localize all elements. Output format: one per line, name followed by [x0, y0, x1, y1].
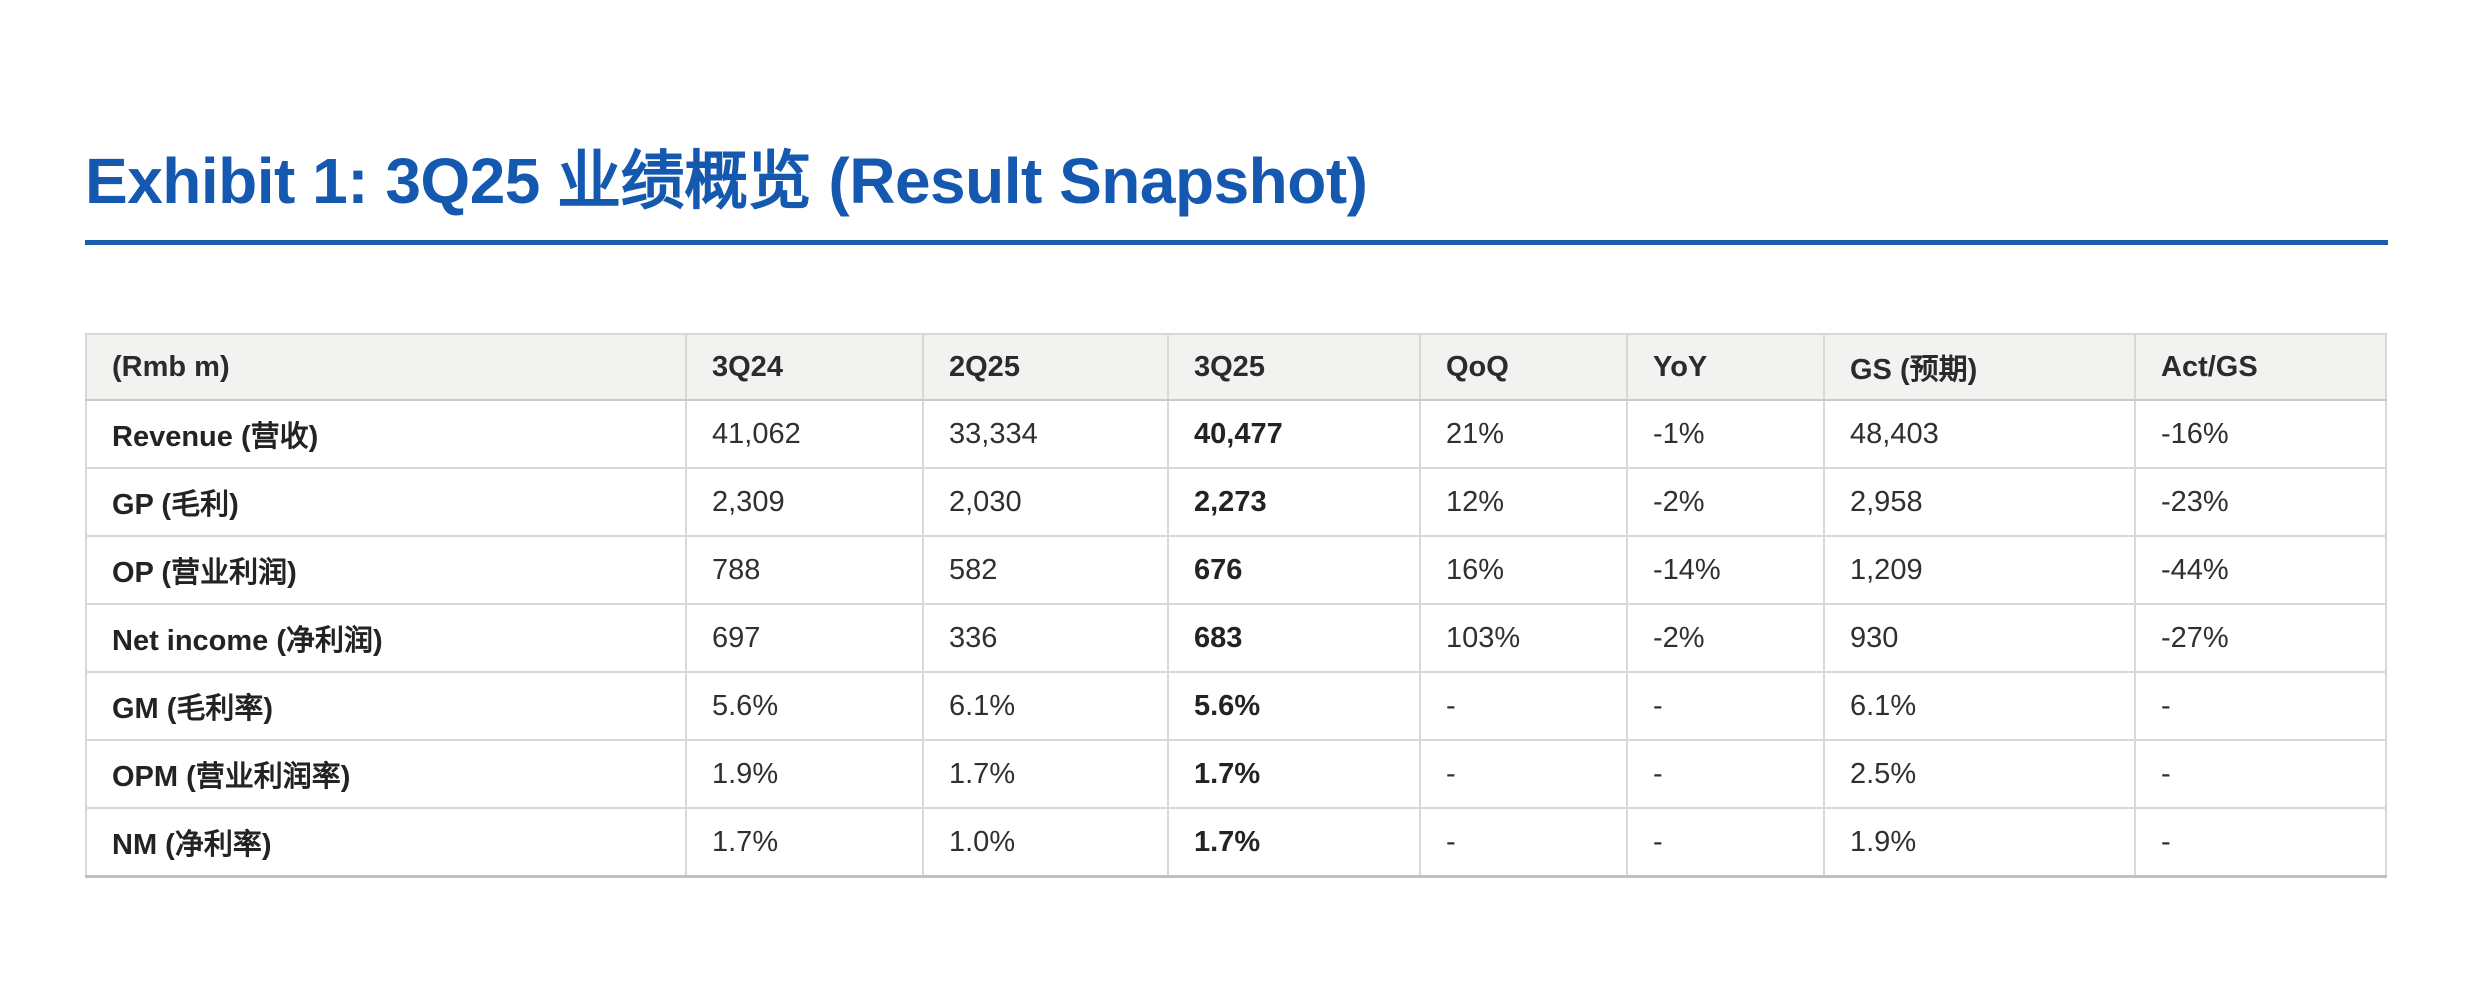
table-row-op: OP (营业利润) 788 582 676 16% -14% 1,209 -44… [85, 535, 2387, 605]
cell: -2% [1626, 603, 1825, 673]
cell: 788 [685, 535, 924, 605]
row-label: Net income (净利润) [85, 603, 687, 673]
table-header-row: (Rmb m) 3Q24 2Q25 3Q25 QoQ YoY GS (预期) A… [85, 333, 2387, 401]
cell: 16% [1419, 535, 1628, 605]
cell: 48,403 [1823, 399, 2136, 469]
table-row-net-income: Net income (净利润) 697 336 683 103% -2% 93… [85, 603, 2387, 673]
column-header-qoq: QoQ [1419, 333, 1628, 401]
cell: - [1626, 671, 1825, 741]
cell: - [2134, 671, 2387, 741]
cell: -27% [2134, 603, 2387, 673]
column-header-act-gs: Act/GS [2134, 333, 2387, 401]
cell: - [1419, 807, 1628, 878]
cell: 683 [1167, 603, 1421, 673]
cell: -14% [1626, 535, 1825, 605]
cell: 582 [922, 535, 1169, 605]
result-snapshot-table: (Rmb m) 3Q24 2Q25 3Q25 QoQ YoY GS (预期) A… [85, 333, 2387, 878]
cell: 40,477 [1167, 399, 1421, 469]
row-label: GP (毛利) [85, 467, 687, 537]
cell: - [1419, 739, 1628, 809]
cell: -23% [2134, 467, 2387, 537]
cell: 336 [922, 603, 1169, 673]
cell: -2% [1626, 467, 1825, 537]
cell: 1.9% [1823, 807, 2136, 878]
cell: 1.7% [1167, 807, 1421, 878]
cell: 1.7% [1167, 739, 1421, 809]
cell: 1,209 [1823, 535, 2136, 605]
cell: 21% [1419, 399, 1628, 469]
cell: 930 [1823, 603, 2136, 673]
table-row-revenue: Revenue (营收) 41,062 33,334 40,477 21% -1… [85, 399, 2387, 469]
column-header-3q24: 3Q24 [685, 333, 924, 401]
cell: 1.9% [685, 739, 924, 809]
cell: 103% [1419, 603, 1628, 673]
cell: 2,030 [922, 467, 1169, 537]
cell: 41,062 [685, 399, 924, 469]
cell: 697 [685, 603, 924, 673]
cell: 1.0% [922, 807, 1169, 878]
cell: -44% [2134, 535, 2387, 605]
cell: - [1626, 739, 1825, 809]
cell: 12% [1419, 467, 1628, 537]
cell: - [2134, 807, 2387, 878]
table-row-gp: GP (毛利) 2,309 2,030 2,273 12% -2% 2,958 … [85, 467, 2387, 537]
cell: 6.1% [1823, 671, 2136, 741]
cell: 2.5% [1823, 739, 2136, 809]
title-underline [85, 240, 2388, 245]
table-row-nm: NM (净利率) 1.7% 1.0% 1.7% - - 1.9% - [85, 807, 2387, 878]
cell: 1.7% [922, 739, 1169, 809]
cell: 1.7% [685, 807, 924, 878]
cell: 5.6% [1167, 671, 1421, 741]
column-header-gs-est: GS (预期) [1823, 333, 2136, 401]
cell: - [2134, 739, 2387, 809]
row-label: NM (净利率) [85, 807, 687, 878]
table-row-gm: GM (毛利率) 5.6% 6.1% 5.6% - - 6.1% - [85, 671, 2387, 741]
exhibit-title: Exhibit 1: 3Q25 业绩概览 (Result Snapshot) [85, 145, 1368, 217]
cell: 6.1% [922, 671, 1169, 741]
column-header-rmb-m: (Rmb m) [85, 333, 687, 401]
table-row-opm: OPM (营业利润率) 1.9% 1.7% 1.7% - - 2.5% - [85, 739, 2387, 809]
cell: 676 [1167, 535, 1421, 605]
cell: 2,958 [1823, 467, 2136, 537]
column-header-2q25: 2Q25 [922, 333, 1169, 401]
row-label: GM (毛利率) [85, 671, 687, 741]
cell: - [1419, 671, 1628, 741]
cell: 2,309 [685, 467, 924, 537]
column-header-yoy: YoY [1626, 333, 1825, 401]
cell: - [1626, 807, 1825, 878]
cell: 2,273 [1167, 467, 1421, 537]
cell: -16% [2134, 399, 2387, 469]
cell: 33,334 [922, 399, 1169, 469]
cell: -1% [1626, 399, 1825, 469]
cell: 5.6% [685, 671, 924, 741]
row-label: Revenue (营收) [85, 399, 687, 469]
row-label: OP (营业利润) [85, 535, 687, 605]
column-header-3q25: 3Q25 [1167, 333, 1421, 401]
row-label: OPM (营业利润率) [85, 739, 687, 809]
